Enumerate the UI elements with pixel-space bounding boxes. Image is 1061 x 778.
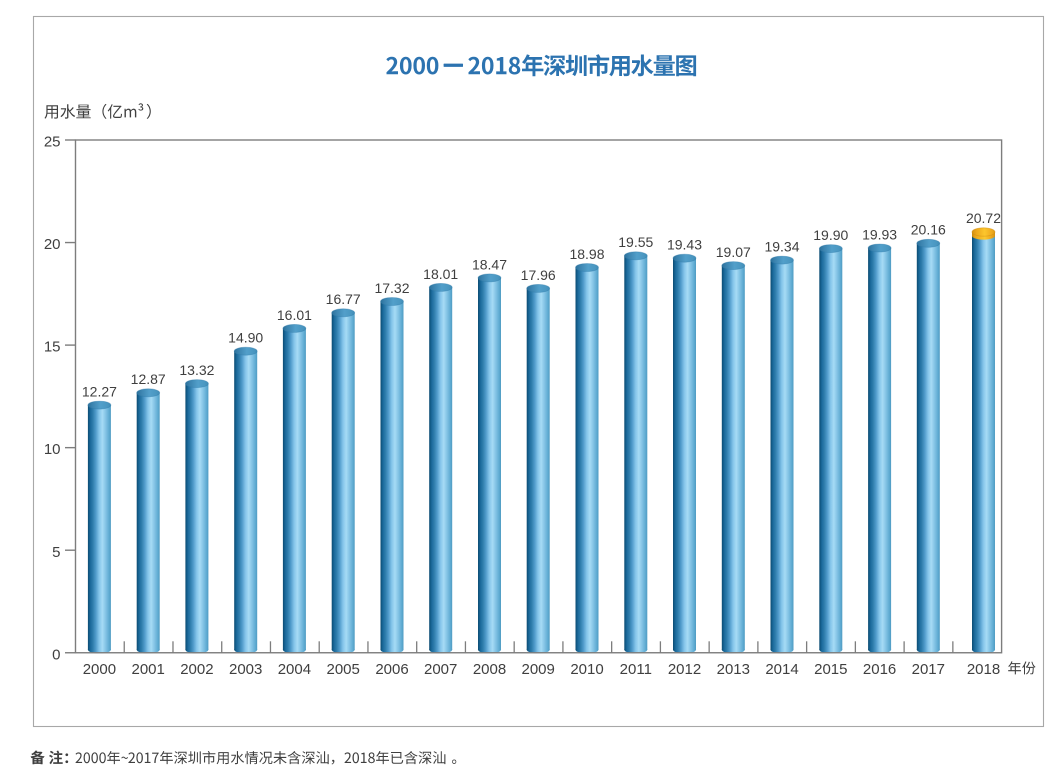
- svg-text:20: 20: [44, 236, 61, 253]
- svg-text:2009: 2009: [522, 661, 555, 678]
- svg-text:19.93: 19.93: [862, 226, 897, 242]
- svg-text:19.43: 19.43: [667, 237, 702, 253]
- svg-text:15: 15: [44, 339, 61, 356]
- svg-text:19.07: 19.07: [716, 244, 751, 260]
- svg-text:2010: 2010: [570, 661, 603, 678]
- svg-text:2018: 2018: [967, 661, 1000, 678]
- svg-text:14.90: 14.90: [228, 330, 263, 346]
- svg-text:0: 0: [52, 646, 60, 663]
- svg-text:10: 10: [44, 441, 61, 458]
- svg-text:2011: 2011: [620, 661, 652, 678]
- svg-text:2000: 2000: [83, 661, 116, 678]
- svg-text:25: 25: [44, 134, 61, 151]
- svg-text:2007: 2007: [424, 661, 457, 678]
- svg-text:20.16: 20.16: [911, 222, 946, 238]
- svg-text:17.32: 17.32: [374, 280, 409, 296]
- svg-text:2017: 2017: [912, 661, 945, 678]
- svg-text:19.90: 19.90: [813, 227, 848, 243]
- svg-text:20.72: 20.72: [966, 210, 1001, 226]
- svg-text:2013: 2013: [717, 661, 750, 678]
- svg-text:16.01: 16.01: [277, 307, 312, 323]
- svg-text:18.01: 18.01: [423, 266, 458, 282]
- svg-text:2012: 2012: [668, 661, 701, 678]
- svg-text:12.87: 12.87: [131, 371, 166, 387]
- svg-text:19.55: 19.55: [618, 234, 653, 250]
- svg-text:2016: 2016: [863, 661, 896, 678]
- svg-text:2014: 2014: [765, 661, 798, 678]
- svg-text:18.98: 18.98: [569, 246, 604, 262]
- svg-text:2015: 2015: [814, 661, 847, 678]
- svg-text:17.96: 17.96: [521, 267, 556, 283]
- svg-text:16.77: 16.77: [326, 291, 361, 307]
- svg-text:5: 5: [52, 544, 60, 561]
- svg-text:13.32: 13.32: [179, 362, 214, 378]
- svg-text:2006: 2006: [375, 661, 408, 678]
- svg-text:19.34: 19.34: [764, 239, 799, 255]
- svg-text:18.47: 18.47: [472, 256, 507, 272]
- svg-text:2004: 2004: [278, 661, 311, 678]
- svg-text:12.27: 12.27: [82, 384, 117, 400]
- svg-text:2008: 2008: [473, 661, 506, 678]
- svg-text:2003: 2003: [229, 661, 262, 678]
- svg-text:2002: 2002: [180, 661, 213, 678]
- svg-text:2005: 2005: [327, 661, 360, 678]
- svg-text:2001: 2001: [132, 661, 165, 678]
